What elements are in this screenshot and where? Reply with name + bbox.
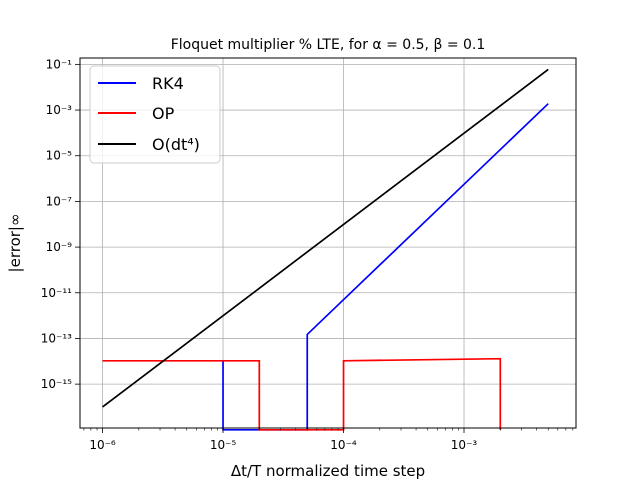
y-tick-label: 10⁻¹¹ [41,286,72,300]
y-tick-label: 10⁻³ [46,103,73,117]
legend-label-op: OP [152,104,175,123]
y-tick-label: 10⁻⁵ [46,149,73,163]
legend: RK4 OP O(dt⁴) [89,65,221,164]
y-axis-label: |error|∞ [6,214,24,273]
legend-label-order4: O(dt⁴) [152,135,200,154]
y-tick-label: 10⁻⁷ [46,194,73,208]
x-tick-label: 10⁻⁴ [330,438,357,452]
plot-frame [79,57,577,429]
chart-title: Floquet multiplier % LTE, for α = 0.5, β… [171,37,486,53]
y-tick-label: 10⁻⁹ [46,240,73,254]
x-axis-label: Δt/T normalized time step [231,462,425,480]
legend-frame [89,65,221,164]
y-tick-label: 10⁻¹ [46,57,73,71]
x-tick-label: 10⁻³ [451,438,478,452]
y-tick-label: 10⁻¹³ [41,331,72,345]
tick-layer: 10⁻⁶ 10⁻⁵ 10⁻⁴ 10⁻³ 10⁻¹⁵ 10⁻¹³ 10⁻¹¹ 10⁻⁹ 10⁻⁷ 1… [41,57,574,452]
x-tick-label: 10⁻⁶ [89,438,116,452]
x-tick-label: 10⁻⁵ [210,438,237,452]
series-line-2 [102,68,549,408]
legend-label-rk4: RK4 [152,74,184,93]
y-tick-label: 10⁻¹⁵ [41,377,72,391]
